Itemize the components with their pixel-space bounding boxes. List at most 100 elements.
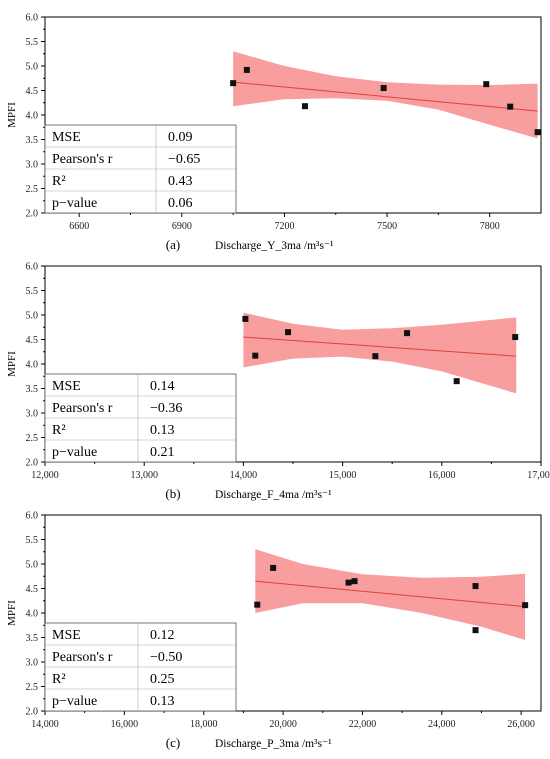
y-axis-label: MPFI: [6, 600, 18, 626]
x-tick-label: 26,000: [507, 719, 535, 730]
confidence-band: [233, 51, 538, 139]
confidence-band: [255, 549, 526, 640]
stats-table: MSE 0.09 Pearson's r −0.65 R² 0.43 p−value 0.06: [44, 124, 237, 214]
data-point: [254, 601, 261, 608]
stat-label: Pearson's r: [52, 401, 113, 416]
y-tick-label: 6.0: [26, 13, 39, 24]
y-tick-label: 5.5: [26, 286, 39, 297]
fit-line: [255, 580, 526, 608]
data-point: [522, 602, 529, 609]
y-tick-label: 2.5: [26, 184, 39, 195]
stat-value: −0.36: [150, 401, 182, 416]
chart-panel-c: 2.0 2.5 3.0 3.5 4.0 4.5 5.0 5.5 6.0 14,000 16,000 1…: [6, 511, 542, 750]
stat-value: 0.25: [150, 672, 175, 687]
x-tick-label: 7500: [377, 221, 397, 232]
y-tick-label: 3.0: [26, 658, 39, 669]
data-point: [534, 129, 541, 136]
x-tick-label: 12,000: [31, 470, 59, 481]
y-tick-label: 6.0: [26, 262, 39, 273]
chart-panel-a: 2.0 2.5 3.0 3.5 4.0 4.5 5.0 5.5 6.0 6600 6900 7200 7…: [6, 13, 542, 252]
stat-value: 0.13: [150, 694, 175, 709]
y-axis-label: MPFI: [6, 102, 18, 128]
data-point: [512, 334, 519, 341]
stat-label: MSE: [52, 379, 81, 394]
stat-value: 0.09: [168, 130, 193, 145]
y-tick-label: 2.0: [26, 707, 39, 718]
x-tick-label: 7200: [274, 221, 294, 232]
x-tick-label: 15,000: [329, 470, 357, 481]
y-tick-label: 3.5: [26, 384, 39, 395]
panel-label: (a): [166, 237, 180, 252]
y-tick-label: 3.5: [26, 633, 39, 644]
y-tick-label: 4.0: [26, 111, 39, 122]
fit-line: [233, 81, 538, 112]
data-point: [372, 353, 379, 360]
x-axis-label: Discharge_Y_3ma /m³s⁻¹: [215, 240, 334, 252]
stat-label: Pearson's r: [52, 650, 113, 665]
data-point: [285, 329, 292, 336]
y-tick-label: 5.0: [26, 311, 39, 322]
x-tick-label: 18,000: [190, 719, 218, 730]
y-tick-label: 4.5: [26, 584, 39, 595]
stat-value: 0.21: [150, 445, 175, 460]
x-axis-label: Discharge_P_3ma /m³s⁻¹: [215, 738, 332, 750]
y-tick-label: 2.5: [26, 433, 39, 444]
stat-label: MSE: [52, 130, 81, 145]
y-tick-label: 3.0: [26, 160, 39, 171]
stat-value: 0.06: [168, 196, 193, 211]
x-tick-label: 16,000: [428, 470, 456, 481]
stats-table: MSE 0.14 Pearson's r −0.36 R² 0.13 p−value 0.21: [44, 373, 237, 463]
stat-value: 0.12: [150, 628, 175, 643]
y-tick-label: 3.0: [26, 409, 39, 420]
data-point: [380, 85, 387, 92]
x-tick-label: 22,000: [349, 719, 377, 730]
x-tick-label: 6600: [69, 221, 89, 232]
x-axis-label: Discharge_F_4ma /m³s⁻¹: [215, 489, 332, 501]
data-point: [453, 378, 460, 385]
stat-label: R²: [52, 423, 66, 438]
data-point: [270, 564, 277, 571]
confidence-band: [243, 312, 517, 394]
fit-line: [243, 336, 517, 357]
y-tick-label: 5.5: [26, 535, 39, 546]
x-tick-label: 13,000: [130, 470, 158, 481]
panel-label: (b): [165, 486, 180, 501]
stat-label: Pearson's r: [52, 152, 113, 167]
x-tick-label: 20,000: [269, 719, 297, 730]
chart-panel-b: 2.0 2.5 3.0 3.5 4.0 4.5 5.0 5.5 6.0 12,000 13,000 1…: [6, 262, 550, 502]
stat-label: p−value: [52, 445, 97, 460]
stat-label: R²: [52, 174, 66, 189]
stat-label: MSE: [52, 628, 81, 643]
x-tick-label: 24,000: [428, 719, 456, 730]
stat-value: 0.13: [150, 423, 175, 438]
y-tick-label: 2.0: [26, 209, 39, 220]
stat-label: p−value: [52, 196, 97, 211]
data-point: [472, 627, 479, 634]
data-point: [351, 578, 358, 585]
stat-value: −0.50: [150, 650, 182, 665]
y-tick-label: 3.5: [26, 135, 39, 146]
stat-value: 0.14: [150, 379, 175, 394]
data-point: [404, 330, 411, 337]
data-point: [230, 80, 237, 87]
data-point: [345, 579, 352, 586]
data-point: [242, 315, 249, 322]
data-point: [483, 81, 490, 88]
data-point: [252, 352, 259, 359]
y-tick-label: 6.0: [26, 511, 39, 522]
y-tick-label: 4.5: [26, 86, 39, 97]
x-tick-label: 7800: [480, 221, 500, 232]
y-tick-label: 5.5: [26, 37, 39, 48]
data-point: [507, 103, 514, 110]
y-tick-label: 4.0: [26, 609, 39, 620]
x-tick-label: 6900: [172, 221, 192, 232]
y-tick-label: 4.0: [26, 360, 39, 371]
x-tick-label: 16,000: [111, 719, 139, 730]
data-point: [243, 66, 250, 73]
stat-label: R²: [52, 672, 66, 687]
x-tick-label: 14,000: [31, 719, 59, 730]
y-tick-label: 4.5: [26, 335, 39, 346]
stat-label: p−value: [52, 694, 97, 709]
stat-value: 0.43: [168, 174, 193, 189]
